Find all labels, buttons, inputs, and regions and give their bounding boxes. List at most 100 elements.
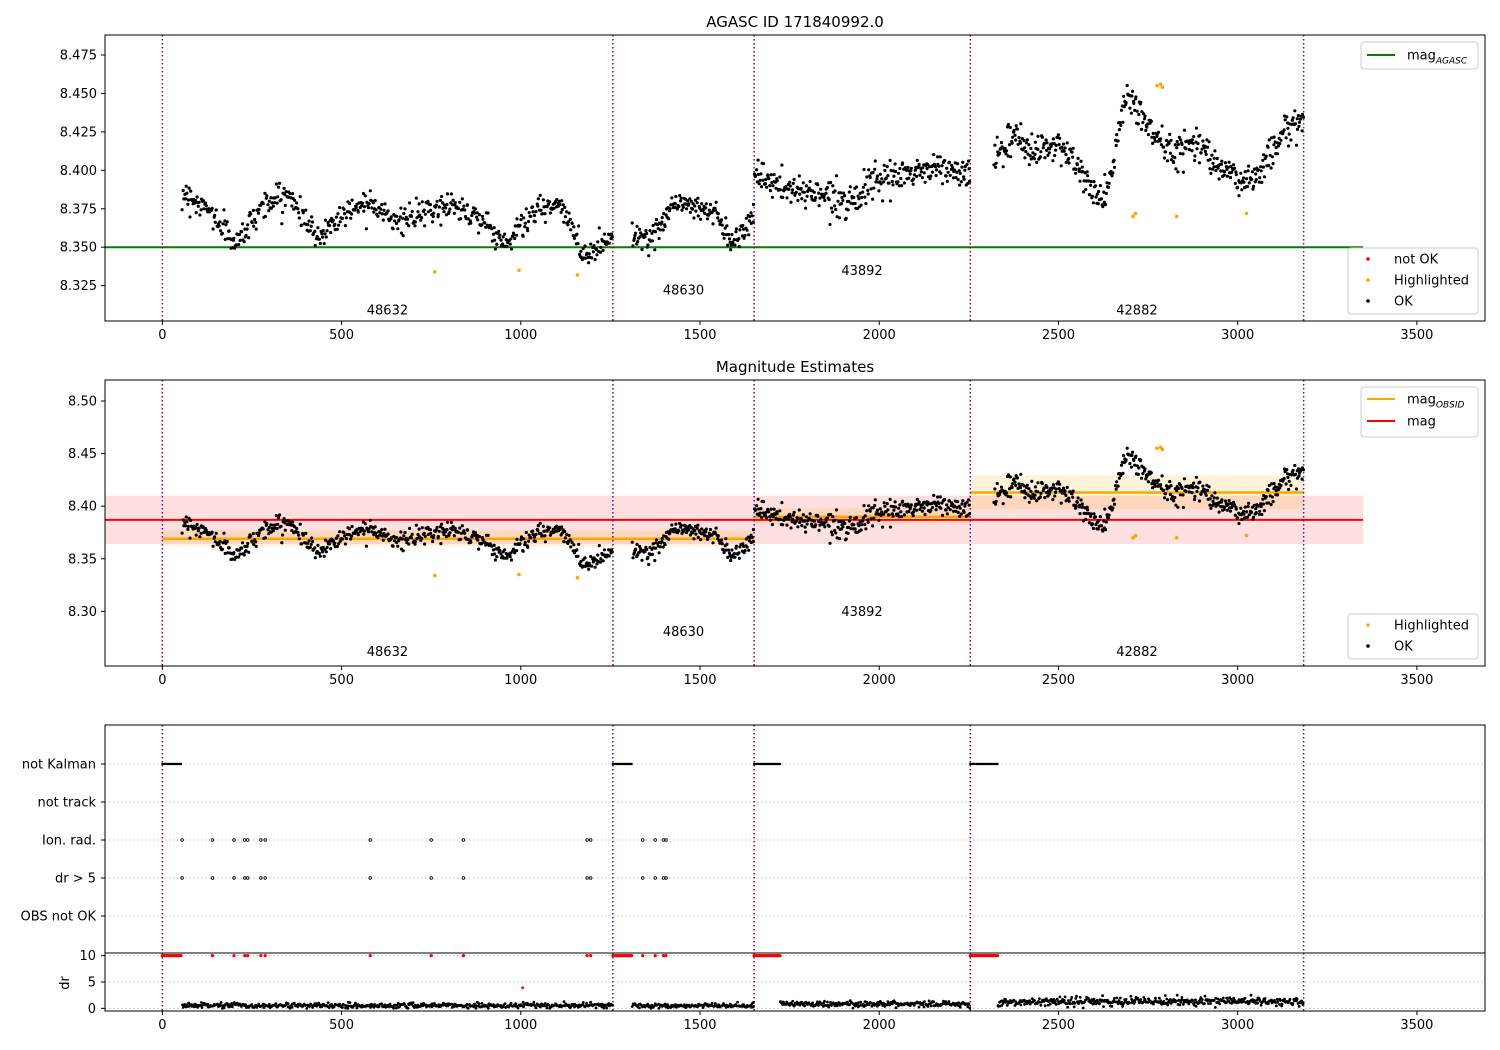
ok-point — [592, 244, 596, 248]
ok-point — [422, 531, 426, 536]
ok-point — [476, 538, 480, 542]
ok-point — [687, 202, 691, 206]
ok-point — [193, 201, 197, 205]
ok-point — [509, 558, 514, 562]
ok-point — [1145, 122, 1150, 126]
ok-point — [901, 161, 905, 165]
ok-point — [498, 233, 502, 237]
ok-point — [463, 531, 467, 535]
flag-point-dr-gt-5 — [461, 876, 466, 880]
ok-point — [1024, 491, 1028, 495]
ok-point — [1091, 526, 1095, 531]
ok-point — [720, 223, 724, 227]
ok-point — [329, 230, 333, 235]
ok-point — [631, 556, 635, 560]
ok-point — [1156, 478, 1161, 482]
ok-point — [1027, 500, 1031, 504]
ok-point — [429, 531, 433, 536]
ok-point — [1045, 141, 1049, 145]
ok-point — [1201, 139, 1205, 143]
ok-point — [304, 531, 308, 536]
ok-point — [396, 544, 400, 548]
ok-point — [1300, 112, 1304, 116]
ok-point — [1110, 174, 1114, 178]
ok-point — [630, 540, 634, 544]
ok-point — [598, 560, 603, 564]
ok-point — [911, 182, 915, 186]
ok-point — [1199, 492, 1203, 496]
ok-point — [722, 236, 726, 240]
ok-point — [368, 189, 372, 193]
ok-point — [646, 555, 650, 559]
ok-point — [1181, 505, 1185, 510]
ok-point — [338, 539, 342, 544]
highlighted-point — [1174, 214, 1179, 219]
ok-point — [868, 509, 872, 513]
ok-point — [812, 519, 816, 523]
dr-point — [870, 1004, 874, 1008]
obsid-label: 48632 — [367, 304, 408, 319]
ok-point — [448, 207, 452, 211]
ok-point — [413, 224, 417, 228]
dr-tick-label: 0 — [88, 1002, 96, 1017]
ok-point — [1061, 486, 1066, 490]
ok-point — [761, 500, 766, 504]
ok-point — [1192, 135, 1196, 139]
ok-point — [770, 195, 775, 199]
ok-point — [633, 234, 637, 238]
ok-point — [569, 228, 573, 232]
ok-point — [240, 546, 244, 550]
ok-point — [1160, 474, 1164, 478]
ok-point — [323, 232, 327, 236]
ok-point — [396, 227, 400, 231]
ok-point — [859, 528, 863, 532]
ok-point — [1232, 503, 1237, 507]
dr-point — [967, 1002, 971, 1006]
ok-point — [389, 215, 393, 219]
ok-point — [1156, 130, 1161, 134]
ok-point — [1139, 458, 1143, 462]
ok-point — [1089, 180, 1093, 184]
ok-point — [274, 182, 278, 186]
ok-point — [1003, 146, 1007, 150]
ok-point — [660, 536, 664, 541]
ok-point — [328, 223, 332, 228]
ok-point — [675, 207, 680, 211]
ok-point — [261, 202, 265, 206]
ok-point — [1175, 489, 1179, 493]
ok-point — [379, 531, 383, 535]
ok-point — [462, 529, 466, 533]
ok-point — [1027, 143, 1031, 147]
ok-point — [1267, 138, 1271, 142]
ok-point — [403, 531, 407, 535]
ok-point — [331, 538, 335, 542]
ok-point — [673, 202, 677, 206]
ok-point — [1094, 195, 1098, 199]
ok-point — [558, 202, 562, 207]
ok-point — [1104, 191, 1108, 196]
ok-point — [1086, 511, 1091, 516]
ok-point — [961, 499, 965, 503]
ok-point — [256, 211, 261, 215]
ok-point — [1089, 514, 1093, 519]
ok-point — [881, 199, 885, 203]
ok-point — [181, 518, 185, 522]
ok-point — [505, 244, 509, 248]
ok-point — [217, 224, 221, 228]
ok-point — [936, 155, 940, 159]
ok-point — [693, 198, 698, 202]
ok-point — [1190, 138, 1194, 142]
ok-point — [234, 243, 238, 247]
ok-point — [1075, 163, 1079, 167]
ok-point — [999, 141, 1004, 145]
ok-point — [930, 170, 935, 174]
ok-point — [254, 540, 258, 544]
ok-point — [1246, 169, 1250, 173]
ok-point — [1022, 138, 1026, 143]
ok-point — [747, 233, 751, 237]
ok-point — [901, 499, 905, 503]
flag-point-ion-rad — [259, 838, 263, 842]
ok-point — [242, 553, 246, 557]
dr-point — [230, 1005, 234, 1009]
ok-point — [1077, 167, 1081, 171]
